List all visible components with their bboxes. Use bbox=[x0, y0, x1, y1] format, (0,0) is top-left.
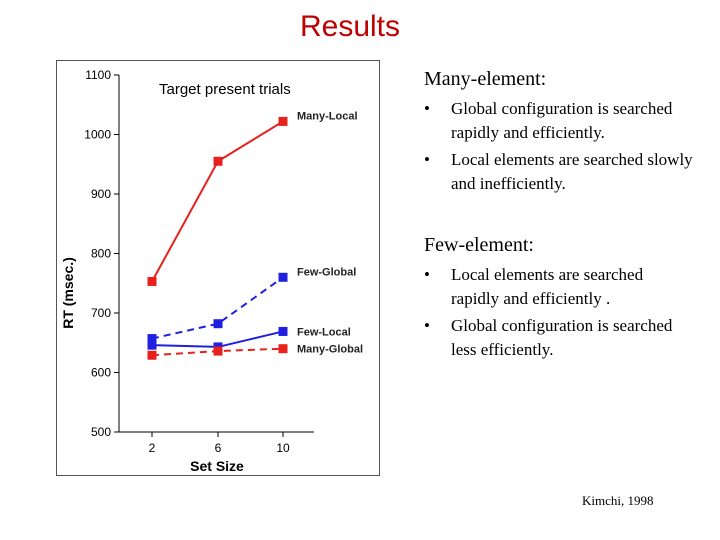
bullet-glyph: • bbox=[424, 99, 430, 118]
text-panel: Many-element: • Global configuration is … bbox=[424, 68, 694, 365]
bullet-item: • Global configuration is searched rapid… bbox=[424, 97, 694, 145]
data-point-marker bbox=[278, 326, 288, 336]
rt-line-chart: Target present trials RT (msec.) Set Siz… bbox=[60, 68, 363, 474]
data-point-marker bbox=[147, 276, 157, 286]
data-point-marker bbox=[147, 340, 157, 350]
bullet-item: • Local elements are searched slowly and… bbox=[424, 148, 694, 196]
chart-frame: Target present trials RT (msec.) Set Siz… bbox=[56, 60, 380, 476]
x-axis-label: Set Size bbox=[190, 458, 244, 474]
bullet-item: • Local elements are searched rapidly an… bbox=[424, 263, 694, 311]
bullet-item: • Global configuration is searched less … bbox=[424, 314, 694, 362]
y-tick-label: 500 bbox=[91, 425, 111, 439]
axes: 500 600 700 800 900 1000 1100 2 6 10 bbox=[84, 68, 314, 455]
bullet-text: Global configuration is searched less ef… bbox=[451, 316, 673, 359]
bullet-glyph: • bbox=[424, 265, 430, 284]
data-point-marker bbox=[213, 156, 223, 166]
citation: Kimchi, 1998 bbox=[582, 493, 654, 508]
series-label: Many-Global bbox=[297, 344, 363, 356]
bullet-text: Local elements are searched slowly and i… bbox=[451, 150, 693, 193]
y-tick-label: 1100 bbox=[85, 68, 111, 82]
y-tick-label: 800 bbox=[91, 247, 111, 261]
x-tick-label: 2 bbox=[149, 441, 156, 455]
few-element-heading: Few-element: bbox=[424, 234, 534, 256]
bullet-glyph: • bbox=[424, 316, 430, 335]
series-label: Few-Local bbox=[297, 326, 351, 338]
series-label: Many-Local bbox=[297, 110, 358, 122]
series-line bbox=[151, 276, 284, 340]
data-point-marker bbox=[213, 346, 223, 356]
slide-title: Results bbox=[299, 10, 401, 43]
data-point-marker bbox=[278, 344, 288, 354]
data-point-marker bbox=[278, 116, 288, 126]
x-tick-label: 10 bbox=[276, 441, 290, 455]
y-tick-label: 900 bbox=[91, 187, 111, 201]
x-tick-label: 6 bbox=[215, 441, 222, 455]
data-point-marker bbox=[147, 334, 157, 344]
series-label: Few-Global bbox=[297, 266, 356, 278]
bullet-text: Local elements are searched rapidly and … bbox=[451, 265, 644, 308]
bullet-glyph: • bbox=[424, 150, 430, 169]
y-axis-label: RT (msec.) bbox=[60, 257, 76, 329]
data-point-marker bbox=[278, 272, 288, 282]
data-point-marker bbox=[147, 350, 157, 360]
many-element-heading: Many-element: bbox=[424, 68, 547, 90]
chart-title: Target present trials bbox=[159, 81, 291, 98]
y-tick-label: 700 bbox=[91, 306, 111, 320]
y-tick-label: 1000 bbox=[84, 128, 111, 142]
y-tick-label: 600 bbox=[91, 366, 111, 380]
series-layer: Many-Local Few-Global Few-Local Many-Global bbox=[147, 110, 363, 360]
data-point-marker bbox=[213, 319, 223, 329]
bullet-text: Global configuration is searched rapidly… bbox=[451, 99, 673, 142]
series-line bbox=[151, 120, 284, 282]
